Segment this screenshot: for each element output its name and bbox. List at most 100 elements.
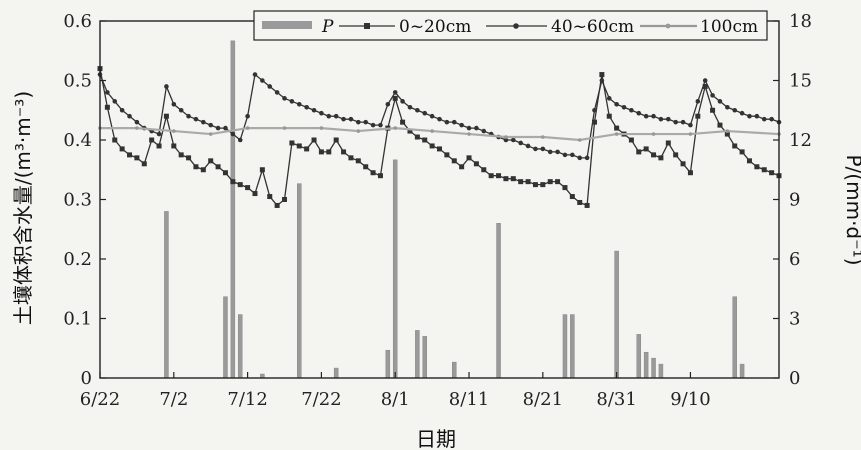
series-point	[289, 140, 295, 146]
series-point	[695, 99, 701, 104]
series-point	[481, 167, 487, 173]
series-point	[761, 116, 767, 122]
series-line-100cm	[100, 126, 780, 142]
series-line-0~20cm	[99, 68, 780, 207]
series-point	[318, 149, 324, 155]
y-tick-label-left: 0.5	[63, 71, 92, 92]
series-point	[496, 173, 502, 179]
series-point	[112, 99, 118, 104]
series-point	[208, 132, 213, 136]
precip-bar	[658, 363, 664, 379]
series-point	[370, 170, 376, 176]
series-point	[164, 84, 169, 89]
series-point	[488, 173, 494, 179]
series-point	[355, 158, 361, 164]
series-point	[163, 113, 169, 119]
series-point	[135, 126, 139, 130]
series-point	[319, 110, 324, 116]
y-tick-label-right: 6	[789, 249, 800, 270]
series-point	[511, 137, 516, 143]
series-point	[467, 132, 471, 136]
series-point	[392, 90, 398, 95]
series-point	[628, 137, 634, 143]
series-point	[252, 191, 258, 197]
moisture-lines	[97, 66, 782, 208]
series-point	[651, 132, 656, 136]
series-point	[341, 149, 347, 155]
series-line-40~60cm	[99, 73, 780, 159]
series-point	[208, 122, 214, 128]
series-point	[754, 113, 760, 119]
series-point	[377, 173, 383, 179]
y-tick-label-left: 0.6	[63, 11, 92, 32]
series-point	[141, 161, 147, 167]
precip-bar	[562, 314, 568, 379]
series-point	[459, 164, 465, 170]
series-point	[451, 158, 457, 164]
precip-bar	[415, 330, 420, 379]
series-point	[245, 185, 251, 191]
series-point	[562, 152, 568, 158]
series-point	[422, 137, 428, 143]
series-point	[459, 122, 464, 128]
series-point	[274, 90, 280, 95]
series-point	[237, 137, 243, 143]
series-point	[311, 107, 317, 113]
series-point	[643, 113, 649, 119]
precip-bar	[636, 334, 642, 379]
series-point	[547, 149, 553, 155]
series-point	[267, 194, 273, 200]
series-point	[223, 125, 228, 131]
series-point	[333, 113, 339, 119]
y-tick-label-left: 0.1	[63, 309, 92, 330]
legend-marker-40-60	[513, 23, 519, 29]
series-point	[688, 132, 693, 136]
series-point	[363, 119, 368, 125]
series-point	[127, 113, 132, 119]
y-tick-label-left: 0	[81, 368, 92, 389]
series-point	[104, 104, 110, 110]
series-point	[178, 152, 184, 158]
series-point	[584, 202, 590, 208]
series-point	[577, 138, 582, 142]
series-point	[119, 146, 125, 152]
series-point	[222, 170, 228, 176]
series-point	[237, 182, 243, 188]
series-point	[739, 149, 745, 155]
precip-bar	[452, 361, 457, 379]
y-tick-label-left: 0.3	[63, 190, 92, 211]
series-point	[518, 179, 524, 185]
series-point	[326, 149, 332, 155]
series-point	[473, 161, 479, 167]
series-point	[444, 152, 450, 158]
series-point	[599, 72, 605, 78]
series-point	[134, 155, 140, 161]
series-point	[636, 110, 642, 116]
series-point	[230, 131, 236, 137]
series-point	[466, 155, 472, 161]
precip-bar	[392, 159, 398, 379]
series-point	[599, 78, 605, 83]
y-axis-title-right: P/(mm·d⁻¹)	[842, 155, 861, 266]
precip-bar	[651, 357, 656, 379]
series-point	[591, 119, 597, 125]
series-point	[680, 119, 686, 125]
x-axis-title: 日期	[416, 427, 456, 450]
precip-bar	[164, 211, 169, 379]
series-point	[319, 126, 324, 130]
series-point	[739, 110, 745, 116]
series-point	[282, 126, 287, 130]
series-point	[304, 146, 310, 152]
x-tick-label: 7/22	[301, 389, 341, 410]
series-point	[665, 140, 671, 146]
x-tick-label: 7/2	[159, 389, 188, 410]
series-point	[400, 99, 405, 104]
series-point	[215, 125, 221, 131]
precip-bar	[570, 314, 575, 379]
y-axis-title-left: 土壤体积含水量/(m³·m⁻³)	[11, 91, 35, 325]
series-point	[186, 113, 191, 119]
series-point	[702, 83, 708, 89]
plot-frame	[99, 20, 780, 379]
precip-bar	[333, 367, 339, 379]
